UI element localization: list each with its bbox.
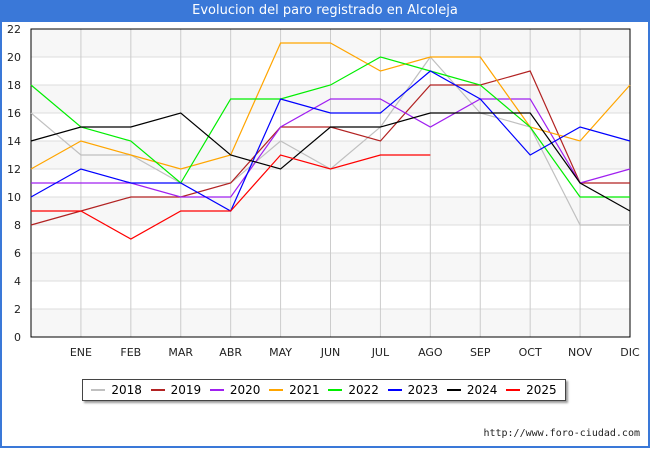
legend-item-2022: 2022 bbox=[328, 383, 379, 397]
legend-swatch bbox=[150, 389, 165, 391]
legend-item-2020: 2020 bbox=[209, 383, 261, 397]
legend-label: 2018 bbox=[111, 383, 142, 397]
y-tick-label: 6 bbox=[14, 247, 21, 260]
x-tick-label: NOV bbox=[568, 346, 593, 359]
legend-item-2018: 2018 bbox=[91, 383, 142, 397]
y-tick-label: 12 bbox=[7, 163, 21, 176]
y-tick-label: 4 bbox=[14, 275, 21, 288]
x-tick-label: ABR bbox=[219, 346, 242, 359]
legend-label: 2024 bbox=[466, 383, 498, 397]
legend-label: 2021 bbox=[289, 383, 320, 397]
y-tick-label: 14 bbox=[7, 135, 21, 148]
legend-item-2021: 2021 bbox=[269, 383, 320, 397]
legend-swatch bbox=[387, 389, 402, 391]
source-url: http://www.foro-ciudad.com bbox=[483, 428, 640, 439]
x-tick-label: JUN bbox=[320, 346, 341, 359]
legend-label: 2022 bbox=[348, 383, 379, 397]
y-tick-label: 20 bbox=[7, 51, 21, 64]
legend-swatch bbox=[446, 389, 461, 391]
legend-swatch bbox=[328, 389, 343, 391]
y-tick-label: 2 bbox=[14, 303, 21, 316]
series-line-2024 bbox=[30, 112, 631, 212]
series-line-2022 bbox=[30, 56, 630, 198]
chart-title: Evolucion del paro registrado en Alcolej… bbox=[0, 0, 650, 22]
legend-label: 2025 bbox=[526, 383, 557, 397]
y-tick-label: 0 bbox=[14, 331, 21, 344]
x-tick-label: FEB bbox=[120, 346, 141, 359]
y-tick-label: 10 bbox=[7, 191, 21, 204]
legend-label: 2019 bbox=[170, 383, 202, 397]
y-tick-label: 8 bbox=[14, 219, 21, 232]
legend-item-2025: 2025 bbox=[506, 383, 557, 397]
x-tick-label: OCT bbox=[519, 346, 542, 359]
y-tick-label: 22 bbox=[7, 23, 21, 36]
series-line-2023 bbox=[30, 70, 631, 212]
x-tick-label: JUL bbox=[371, 346, 390, 359]
x-tick-label: MAR bbox=[168, 346, 193, 359]
legend-swatch bbox=[91, 389, 106, 391]
legend-swatch bbox=[269, 389, 284, 391]
x-tick-label: SEP bbox=[470, 346, 491, 359]
y-tick-label: 16 bbox=[7, 107, 21, 120]
legend-item-2024: 2024 bbox=[446, 383, 498, 397]
legend-swatch bbox=[209, 389, 224, 391]
legend-label: 2023 bbox=[407, 383, 439, 397]
legend-item-2023: 2023 bbox=[387, 383, 439, 397]
x-tick-label: AGO bbox=[418, 346, 443, 359]
legend-item-2019: 2019 bbox=[150, 383, 202, 397]
legend-label: 2020 bbox=[229, 383, 261, 397]
x-tick-label: ENE bbox=[70, 346, 92, 359]
x-tick-label: DIC bbox=[620, 346, 640, 359]
series-line-2025 bbox=[31, 154, 431, 240]
x-tick-label: MAY bbox=[269, 346, 292, 359]
legend: 2018 2019 2020 2021 2022 2023 2024 2025 bbox=[82, 379, 566, 401]
legend-swatch bbox=[506, 389, 521, 391]
y-tick-label: 18 bbox=[7, 79, 21, 92]
